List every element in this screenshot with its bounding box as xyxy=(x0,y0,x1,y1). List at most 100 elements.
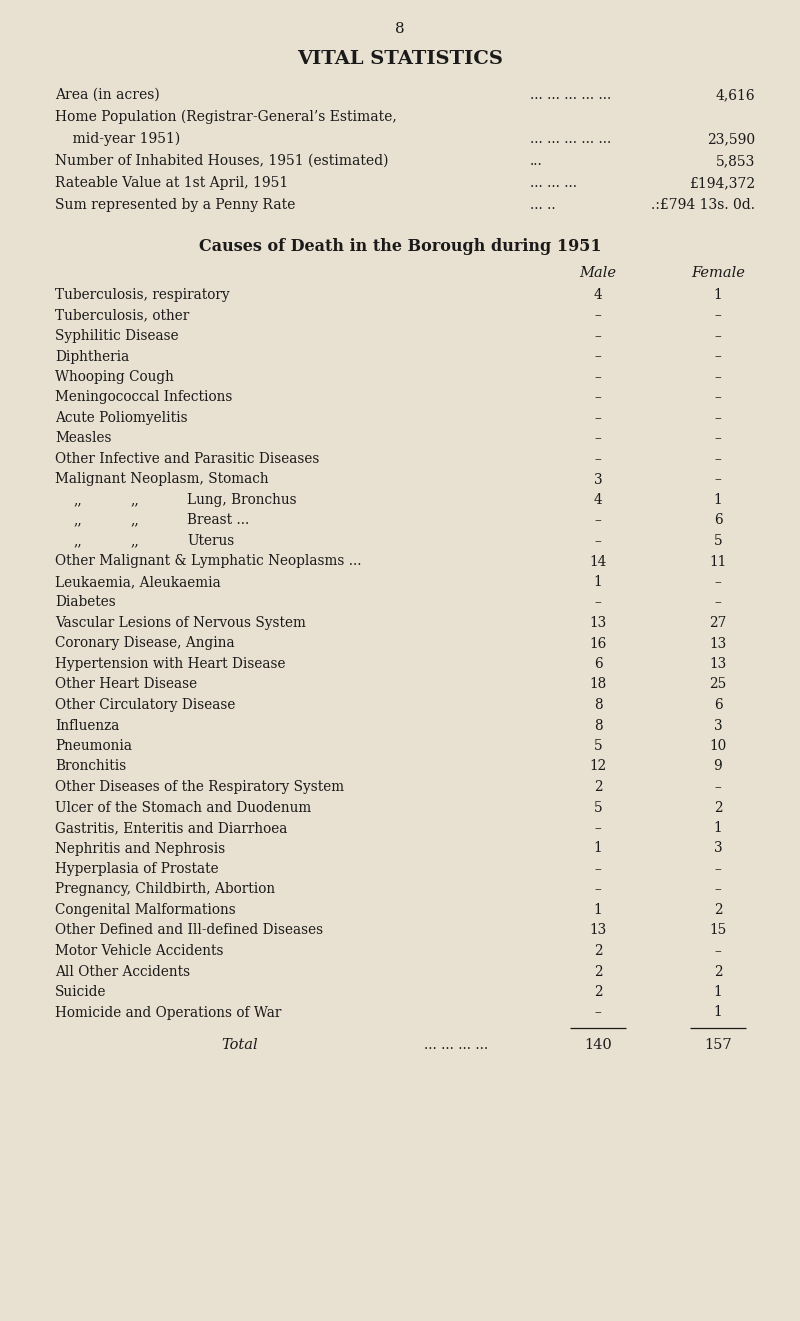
Text: –: – xyxy=(594,820,602,835)
Text: ,,: ,, xyxy=(130,493,138,507)
Text: –: – xyxy=(594,534,602,548)
Text: 4: 4 xyxy=(594,288,602,303)
Text: Malignant Neoplasm, Stomach: Malignant Neoplasm, Stomach xyxy=(55,473,269,486)
Text: 157: 157 xyxy=(704,1038,732,1052)
Text: 1: 1 xyxy=(594,575,602,589)
Text: ... ... ... ... ...: ... ... ... ... ... xyxy=(530,132,611,147)
Text: 140: 140 xyxy=(584,1038,612,1052)
Text: Home Population (Registrar-General’s Estimate,: Home Population (Registrar-General’s Est… xyxy=(55,110,397,124)
Text: Other Heart Disease: Other Heart Disease xyxy=(55,678,197,691)
Text: 1: 1 xyxy=(714,288,722,303)
Text: 5: 5 xyxy=(594,801,602,815)
Text: Male: Male xyxy=(579,266,617,280)
Text: –: – xyxy=(594,411,602,425)
Text: Leukaemia, Aleukaemia: Leukaemia, Aleukaemia xyxy=(55,575,221,589)
Text: –: – xyxy=(714,473,722,486)
Text: Congenital Malformations: Congenital Malformations xyxy=(55,904,236,917)
Text: Whooping Cough: Whooping Cough xyxy=(55,370,174,384)
Text: –: – xyxy=(714,309,722,322)
Text: –: – xyxy=(594,596,602,609)
Text: Coronary Disease, Angina: Coronary Disease, Angina xyxy=(55,637,234,650)
Text: 15: 15 xyxy=(710,923,726,938)
Text: 1: 1 xyxy=(594,841,602,856)
Text: ... ... ...: ... ... ... xyxy=(530,176,577,190)
Text: Influenza: Influenza xyxy=(55,719,119,733)
Text: Other Infective and Parasitic Diseases: Other Infective and Parasitic Diseases xyxy=(55,452,319,466)
Text: ,,: ,, xyxy=(130,534,138,548)
Text: 11: 11 xyxy=(710,555,726,568)
Text: Nephritis and Nephrosis: Nephritis and Nephrosis xyxy=(55,841,226,856)
Text: 2: 2 xyxy=(594,985,602,999)
Text: ,,: ,, xyxy=(130,514,138,527)
Text: VITAL STATISTICS: VITAL STATISTICS xyxy=(297,50,503,67)
Text: –: – xyxy=(594,329,602,343)
Text: –: – xyxy=(594,1005,602,1020)
Text: 2: 2 xyxy=(594,945,602,958)
Text: 2: 2 xyxy=(594,964,602,979)
Text: –: – xyxy=(594,863,602,876)
Text: –: – xyxy=(714,779,722,794)
Text: Total: Total xyxy=(222,1038,258,1052)
Text: Sum represented by a Penny Rate: Sum represented by a Penny Rate xyxy=(55,198,295,211)
Text: Lung, Bronchus: Lung, Bronchus xyxy=(187,493,297,507)
Text: Hyperplasia of Prostate: Hyperplasia of Prostate xyxy=(55,863,218,876)
Text: 5: 5 xyxy=(594,738,602,753)
Text: –: – xyxy=(594,309,602,322)
Text: 1: 1 xyxy=(594,904,602,917)
Text: 13: 13 xyxy=(590,616,606,630)
Text: –: – xyxy=(594,452,602,466)
Text: Suicide: Suicide xyxy=(55,985,106,999)
Text: Area (in acres): Area (in acres) xyxy=(55,89,160,102)
Text: –: – xyxy=(714,329,722,343)
Text: 5: 5 xyxy=(714,534,722,548)
Text: 16: 16 xyxy=(590,637,606,650)
Text: 12: 12 xyxy=(590,760,606,774)
Text: Breast ...: Breast ... xyxy=(187,514,250,527)
Text: Meningococcal Infections: Meningococcal Infections xyxy=(55,391,232,404)
Text: 27: 27 xyxy=(710,616,726,630)
Text: –: – xyxy=(594,514,602,527)
Text: Motor Vehicle Accidents: Motor Vehicle Accidents xyxy=(55,945,223,958)
Text: 1: 1 xyxy=(714,985,722,999)
Text: 5,853: 5,853 xyxy=(716,155,755,168)
Text: 14: 14 xyxy=(590,555,606,568)
Text: Hypertension with Heart Disease: Hypertension with Heart Disease xyxy=(55,657,286,671)
Text: –: – xyxy=(714,391,722,404)
Text: –: – xyxy=(714,882,722,897)
Text: Other Circulatory Disease: Other Circulatory Disease xyxy=(55,697,235,712)
Text: 13: 13 xyxy=(710,637,726,650)
Text: £194,372: £194,372 xyxy=(689,176,755,190)
Text: 8: 8 xyxy=(594,719,602,733)
Text: 4,616: 4,616 xyxy=(715,89,755,102)
Text: –: – xyxy=(594,432,602,445)
Text: 1: 1 xyxy=(714,1005,722,1020)
Text: 2: 2 xyxy=(714,964,722,979)
Text: 23,590: 23,590 xyxy=(707,132,755,147)
Text: 25: 25 xyxy=(710,678,726,691)
Text: Pregnancy, Childbirth, Abortion: Pregnancy, Childbirth, Abortion xyxy=(55,882,275,897)
Text: .:£794 13s. 0d.: .:£794 13s. 0d. xyxy=(651,198,755,211)
Text: Rateable Value at 1st April, 1951: Rateable Value at 1st April, 1951 xyxy=(55,176,288,190)
Text: Measles: Measles xyxy=(55,432,111,445)
Text: Gastritis, Enteritis and Diarrhoea: Gastritis, Enteritis and Diarrhoea xyxy=(55,820,287,835)
Text: –: – xyxy=(714,411,722,425)
Text: Number of Inhabited Houses, 1951 (estimated): Number of Inhabited Houses, 1951 (estima… xyxy=(55,155,389,168)
Text: Homicide and Operations of War: Homicide and Operations of War xyxy=(55,1005,282,1020)
Text: Tuberculosis, other: Tuberculosis, other xyxy=(55,309,190,322)
Text: Syphilitic Disease: Syphilitic Disease xyxy=(55,329,178,343)
Text: mid-year 1951): mid-year 1951) xyxy=(55,132,180,147)
Text: –: – xyxy=(714,863,722,876)
Text: Female: Female xyxy=(691,266,745,280)
Text: 10: 10 xyxy=(710,738,726,753)
Text: –: – xyxy=(594,391,602,404)
Text: Diphtheria: Diphtheria xyxy=(55,350,130,363)
Text: Bronchitis: Bronchitis xyxy=(55,760,126,774)
Text: 8: 8 xyxy=(594,697,602,712)
Text: ,,: ,, xyxy=(73,493,82,507)
Text: 6: 6 xyxy=(714,514,722,527)
Text: –: – xyxy=(714,596,722,609)
Text: 3: 3 xyxy=(714,719,722,733)
Text: 18: 18 xyxy=(590,678,606,691)
Text: –: – xyxy=(714,945,722,958)
Text: ... ... ... ... ...: ... ... ... ... ... xyxy=(530,89,611,102)
